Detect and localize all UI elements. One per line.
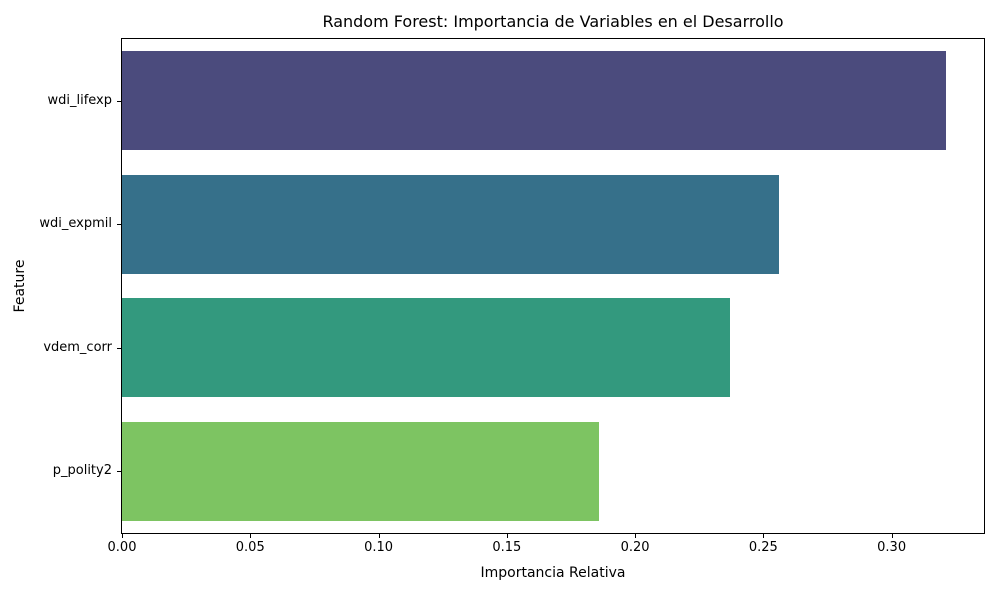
xtick-mark bbox=[635, 534, 637, 538]
xtick-mark bbox=[763, 534, 765, 538]
x-axis-label: Importancia Relativa bbox=[480, 565, 626, 581]
xtick-label-0.15: 0.15 bbox=[492, 540, 522, 555]
ytick-label-wdi_expmil: wdi_expmil bbox=[39, 216, 112, 232]
xtick-mark bbox=[506, 534, 508, 538]
xtick-mark bbox=[122, 534, 123, 538]
bar-vdem_corr bbox=[122, 298, 731, 398]
ytick-mark bbox=[117, 471, 121, 473]
ytick-label-p_polity2: p_polity2 bbox=[52, 463, 112, 479]
ytick-mark bbox=[117, 100, 121, 102]
xtick-mark bbox=[378, 534, 380, 538]
chart-title: Random Forest: Importancia de Variables … bbox=[322, 12, 784, 31]
xtick-label-0.20: 0.20 bbox=[620, 540, 650, 555]
ytick-mark bbox=[117, 224, 121, 226]
plot-area bbox=[121, 38, 985, 534]
bar-wdi_lifexp bbox=[122, 51, 946, 151]
bar-wdi_expmil bbox=[122, 174, 779, 274]
xtick-label-0.30: 0.30 bbox=[877, 540, 907, 555]
ytick-label-wdi_lifexp: wdi_lifexp bbox=[47, 92, 112, 108]
ytick-mark bbox=[117, 347, 121, 349]
xtick-label-0.10: 0.10 bbox=[364, 540, 394, 555]
xtick-label-0.05: 0.05 bbox=[235, 540, 265, 555]
xtick-label-0.25: 0.25 bbox=[748, 540, 778, 555]
ytick-label-vdem_corr: vdem_corr bbox=[43, 339, 112, 355]
bar-p_polity2 bbox=[122, 421, 600, 521]
xtick-mark bbox=[250, 534, 252, 538]
xtick-mark bbox=[891, 534, 893, 538]
xtick-label-0.00: 0.00 bbox=[107, 540, 137, 555]
